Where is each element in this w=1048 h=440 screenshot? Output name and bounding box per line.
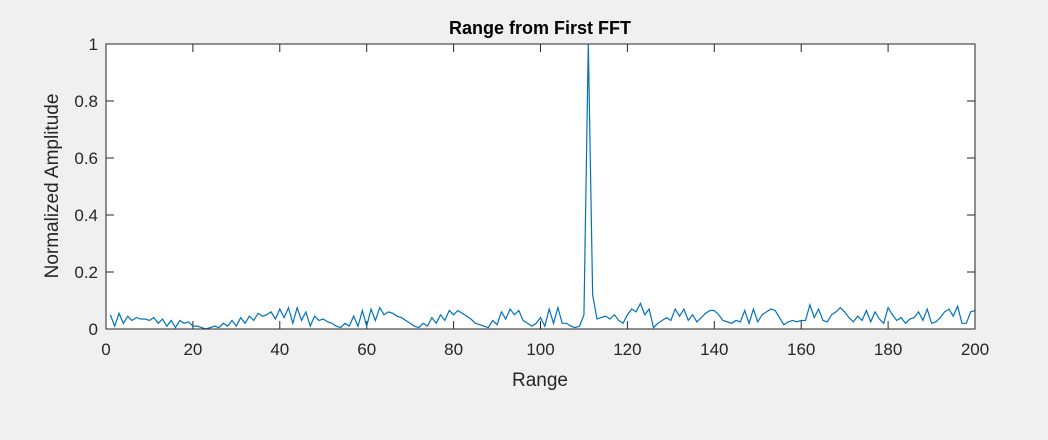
x-tick-label: 140 <box>700 340 728 359</box>
chart-title: Range from First FFT <box>449 18 631 38</box>
y-tick-label: 0.4 <box>74 206 98 225</box>
y-tick-label: 0.8 <box>74 92 98 111</box>
line <box>109 43 976 330</box>
x-tick-label: 80 <box>444 340 463 359</box>
x-tick-label: 100 <box>526 340 554 359</box>
y-tick-label: 0 <box>89 320 98 339</box>
y-tick-label: 1 <box>89 35 98 54</box>
x-tick-label: 0 <box>101 340 110 359</box>
y-tick-label: 0.2 <box>74 263 98 282</box>
axes-box <box>105 43 976 330</box>
x-tick-label: 120 <box>613 340 641 359</box>
x-tick-label: 60 <box>357 340 376 359</box>
y-tick-label: 0.6 <box>74 149 98 168</box>
x-axis-label: Range <box>512 370 568 391</box>
plot-area <box>106 44 975 329</box>
x-tick-label: 160 <box>787 340 815 359</box>
x-tick-label: 200 <box>961 340 989 359</box>
x-tick-label: 20 <box>183 340 202 359</box>
x-tick-label: 40 <box>270 340 289 359</box>
x-tick-label: 180 <box>874 340 902 359</box>
y-axis-label: Normalized Amplitude <box>42 94 63 279</box>
